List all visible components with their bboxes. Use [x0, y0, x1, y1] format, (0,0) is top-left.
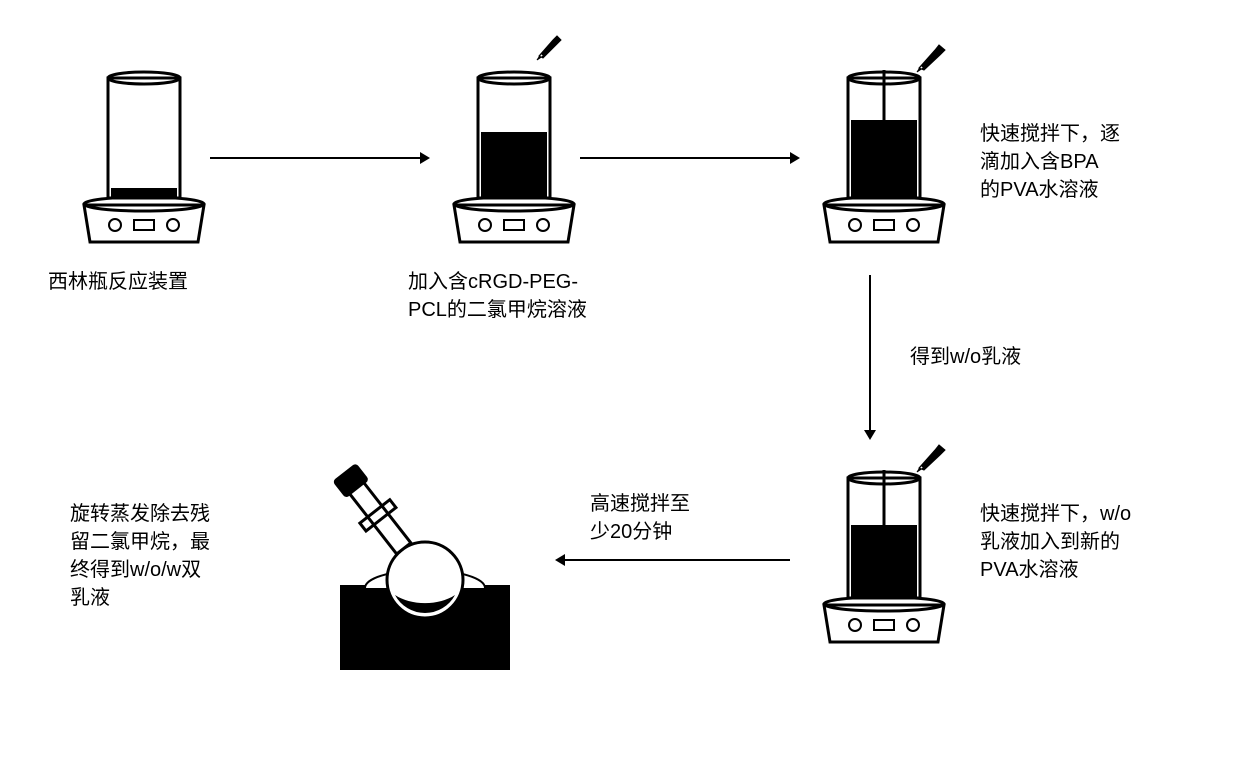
arrow-4-5-head: [555, 554, 565, 566]
step3: [810, 70, 950, 265]
arrow-1-2-head: [420, 152, 430, 164]
vial-stirrer-icon: [70, 70, 210, 260]
step4-label: 快速搅拌下，w/o 乳液加入到新的 PVA水溶液: [980, 500, 1210, 584]
vial-stirrer-stirbar-icon: [810, 70, 950, 260]
arrow-1-2: [210, 157, 420, 159]
step5-label: 旋转蒸发除去残 留二氯甲烷，最 终得到w/o/w双 乳液: [70, 500, 290, 612]
step3-label: 快速搅拌下，逐 滴加入含BPA 的PVA水溶液: [980, 120, 1210, 204]
arrow-3-4: [869, 275, 871, 430]
arrow-4-5: [565, 559, 790, 561]
arrow-2-3: [580, 157, 790, 159]
rotary-evaporator-icon: [300, 445, 540, 685]
step1: [70, 70, 210, 265]
arrow-3-4-label: 得到w/o乳液: [910, 343, 1021, 371]
vial-stirrer-icon: [440, 70, 580, 260]
step1-label: 西林瓶反应装置: [48, 268, 268, 296]
arrow-2-3-head: [790, 152, 800, 164]
vial-stirrer-stirbar-icon: [810, 470, 950, 660]
step2-label: 加入含cRGD-PEG- PCL的二氯甲烷溶液: [408, 268, 668, 324]
step5: [300, 445, 540, 690]
dropper-icon-2: [535, 32, 565, 67]
step4: [810, 470, 950, 665]
arrow-3-4-head: [864, 430, 876, 440]
arrow-4-5-label: 高速搅拌至 少20分钟: [590, 490, 690, 546]
step2: [440, 70, 580, 265]
